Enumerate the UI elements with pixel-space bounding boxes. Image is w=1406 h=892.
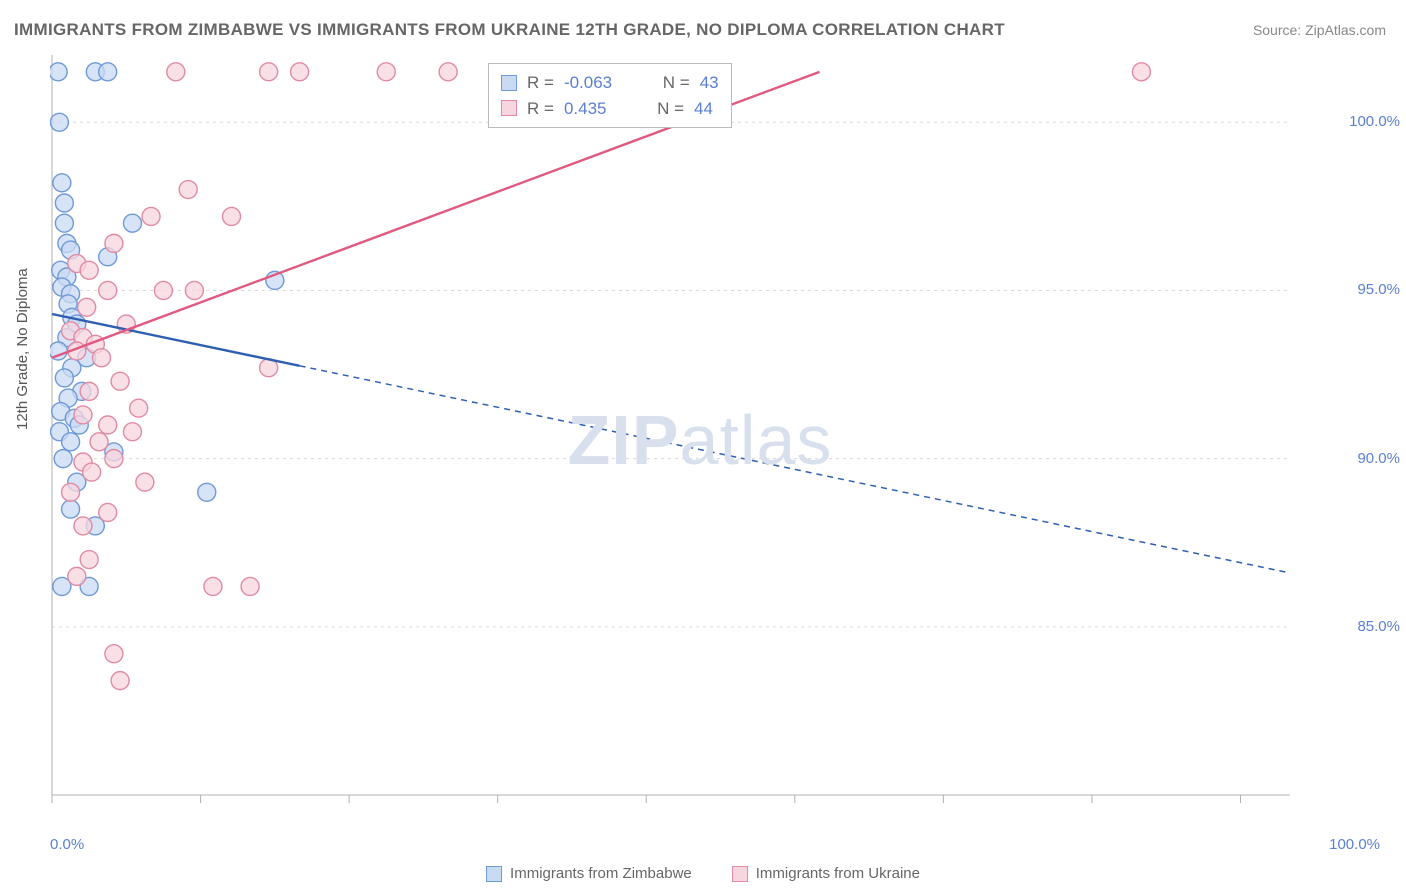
bottom-legend: Immigrants from Zimbabwe Immigrants from … [486,865,920,882]
r-value: -0.063 [564,70,612,96]
r-label: R = [527,70,554,96]
y-axis-label: 12th Grade, No Diploma [14,268,31,430]
watermark: ZIPatlas [568,400,833,480]
y-tick-label: 90.0% [1340,450,1400,467]
x-tick-right: 100.0% [1329,836,1380,853]
r-label: R = [527,96,554,122]
chart-area: ZIPatlas R = -0.063 N = 43 R = 0.435 N =… [50,55,1350,825]
y-tick-label: 100.0% [1340,113,1400,130]
n-value: 44 [694,96,713,122]
correlation-legend: R = -0.063 N = 43 R = 0.435 N = 44 [488,63,732,128]
legend-item: Immigrants from Ukraine [732,865,920,882]
legend-label: Immigrants from Zimbabwe [510,865,692,882]
y-tick-label: 95.0% [1340,281,1400,298]
n-label: N = [657,96,684,122]
correlation-row: R = 0.435 N = 44 [501,96,719,122]
y-tick-label: 85.0% [1340,618,1400,635]
legend-swatch [486,866,502,882]
correlation-row: R = -0.063 N = 43 [501,70,719,96]
r-value: 0.435 [564,96,607,122]
x-tick-left: 0.0% [50,836,84,853]
n-label: N = [663,70,690,96]
watermark-rest: atlas [680,401,833,479]
chart-title: IMMIGRANTS FROM ZIMBABWE VS IMMIGRANTS F… [14,20,1005,40]
legend-label: Immigrants from Ukraine [756,865,920,882]
source-label: Source: ZipAtlas.com [1253,22,1386,38]
legend-swatch [501,100,517,116]
legend-swatch [732,866,748,882]
n-value: 43 [700,70,719,96]
legend-item: Immigrants from Zimbabwe [486,865,692,882]
legend-swatch [501,75,517,91]
watermark-bold: ZIP [568,401,680,479]
